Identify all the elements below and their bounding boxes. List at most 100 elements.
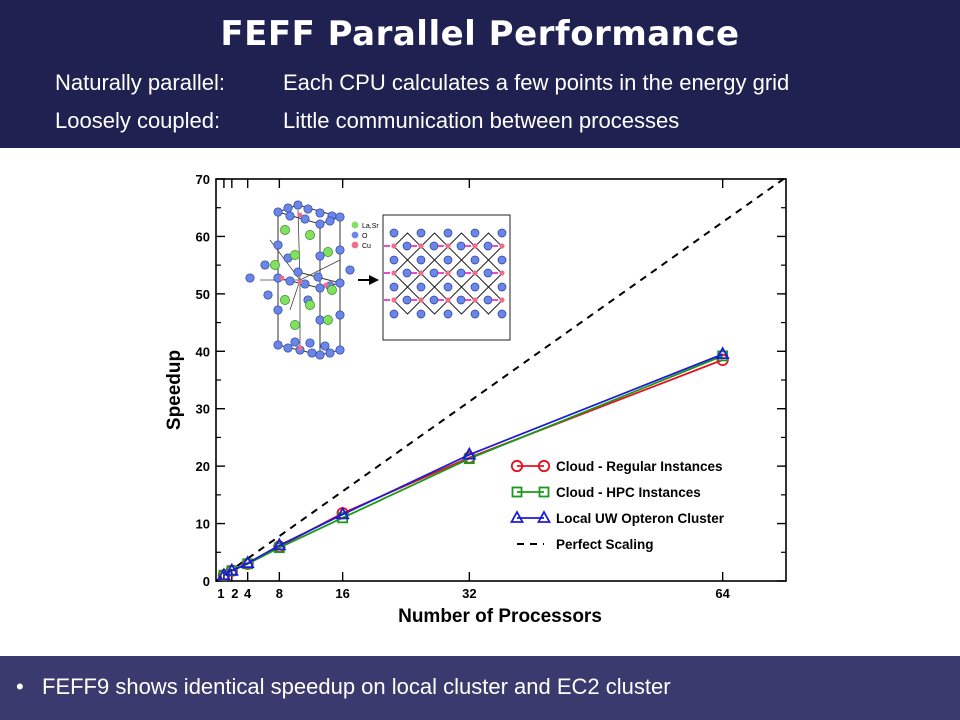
x-axis-label: Number of Processors <box>398 606 602 627</box>
oxygen-atom <box>285 211 295 221</box>
la-sr-atom <box>280 225 290 235</box>
header-row-coupled: Loosely coupled: Little communication bet… <box>55 108 679 134</box>
lattice-oxygen <box>497 309 507 319</box>
x-tick-label: 16 <box>335 586 349 601</box>
y-axis-label: Speedup <box>164 350 185 430</box>
lattice-cu <box>418 270 424 276</box>
y-tick-label: 60 <box>196 229 210 244</box>
lattice-cu <box>472 297 478 303</box>
oxygen-atom <box>273 207 283 217</box>
lattice-cu <box>445 270 451 276</box>
legend-label: Cloud - Regular Instances <box>556 459 723 474</box>
lattice-cu <box>499 297 505 303</box>
la-sr-atom <box>290 250 300 260</box>
lattice-oxygen <box>389 228 399 238</box>
oxygen-atom <box>290 337 300 347</box>
lattice-oxygen <box>483 295 493 305</box>
x-tick-label: 64 <box>715 586 730 601</box>
lattice-oxygen <box>470 228 480 238</box>
data-point-triangle <box>462 446 477 460</box>
inset-legend-label: Cu <box>362 243 371 250</box>
lattice-oxygen <box>456 295 466 305</box>
lattice-square <box>420 286 449 315</box>
footer-bullet: • FEFF9 shows identical speedup on local … <box>16 674 671 700</box>
header-row-text: Little communication between processes <box>283 108 680 133</box>
axis-ticks: 0 10 20 30 40 50 60 70 1 2 4 8 16 32 64 <box>196 172 786 601</box>
lattice-oxygen <box>389 309 399 319</box>
lattice-oxygen <box>470 309 480 319</box>
oxygen-atom <box>273 340 283 350</box>
lattice-oxygen <box>402 268 412 278</box>
lattice-square <box>393 286 422 315</box>
lattice-cu <box>418 243 424 249</box>
oxygen-atom <box>335 310 345 320</box>
x-tick-label: 4 <box>244 586 252 601</box>
bond-line <box>299 259 341 281</box>
inset-legend-marker <box>351 231 359 239</box>
la-sr-atom <box>305 230 315 240</box>
lattice-oxygen <box>402 295 412 305</box>
cell-edge <box>277 211 321 225</box>
y-tick-label: 40 <box>196 344 210 359</box>
header-row-label: Loosely coupled: <box>55 108 221 133</box>
oxygen-atom <box>313 272 323 282</box>
oxygen-atom <box>260 260 270 270</box>
lattice-oxygen <box>416 255 426 265</box>
oxygen-atom <box>305 338 315 348</box>
lattice-oxygen <box>456 268 466 278</box>
footer-text: FEFF9 shows identical speedup on local c… <box>42 674 671 699</box>
chart-svg: 0 10 20 30 40 50 60 70 1 2 4 8 16 32 64 La,Sr O Cu Cloud… <box>164 172 787 627</box>
lattice-oxygen <box>497 228 507 238</box>
oxygen-atom <box>285 276 295 286</box>
oxygen-atom <box>293 267 303 277</box>
lattice-cu <box>391 243 397 249</box>
lattice-oxygen <box>470 255 480 265</box>
y-tick-label: 70 <box>196 172 210 187</box>
lattice-oxygen <box>456 241 466 251</box>
oxygen-atom <box>345 265 355 275</box>
legend-marker <box>510 459 524 473</box>
legend-marker <box>537 459 551 473</box>
crystal-structure-inset: La,Sr O Cu <box>245 200 511 360</box>
lattice-cu <box>472 243 478 249</box>
inset-legend-label: O <box>362 233 368 240</box>
la-sr-atom <box>280 295 290 305</box>
lattice-square <box>447 286 476 315</box>
oxygen-atom <box>293 200 303 210</box>
slide-footer: • FEFF9 shows identical speedup on local … <box>0 656 960 720</box>
lattice-oxygen <box>483 241 493 251</box>
oxygen-atom <box>335 345 345 355</box>
legend-label: Local UW Opteron Cluster <box>556 511 725 526</box>
cu-atom <box>323 282 329 288</box>
lattice-cu <box>391 270 397 276</box>
series-line <box>223 353 723 577</box>
oxygen-atom <box>300 214 310 224</box>
y-tick-label: 30 <box>196 402 210 417</box>
lattice-oxygen <box>470 282 480 292</box>
oxygen-atom <box>307 348 317 358</box>
la-sr-atom <box>323 247 333 257</box>
oxygen-atom <box>283 203 293 213</box>
data-point-triangle <box>224 562 239 576</box>
slide-title: FEFF Parallel Performance <box>220 14 740 54</box>
inset-legend-marker <box>351 221 359 229</box>
oxygen-atom <box>335 245 345 255</box>
cu-atom <box>297 345 303 351</box>
oxygen-atom <box>273 305 283 315</box>
legend-label: Cloud - HPC Instances <box>556 485 701 500</box>
lattice-oxygen <box>429 268 439 278</box>
series-lines <box>216 346 730 582</box>
data-point-triangle <box>240 555 255 569</box>
legend-marker <box>509 510 525 523</box>
oxygen-atom <box>245 273 255 283</box>
data-point-triangle <box>272 537 287 551</box>
la-sr-atom <box>323 315 333 325</box>
series-triangle <box>216 346 730 581</box>
oxygen-atom <box>273 240 283 250</box>
lattice-oxygen <box>429 241 439 251</box>
lattice-cu <box>445 297 451 303</box>
header-row-text: Each CPU calculates a few points in the … <box>283 70 790 95</box>
y-tick-label: 20 <box>196 459 210 474</box>
legend-marker <box>536 510 552 523</box>
x-tick-label: 32 <box>462 586 476 601</box>
